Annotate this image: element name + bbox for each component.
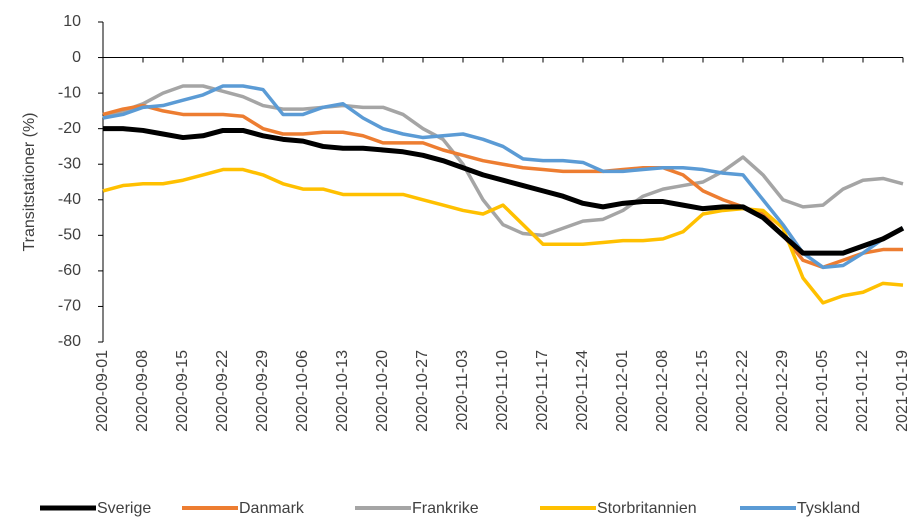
x-tick-label: 2020-11-03 bbox=[454, 350, 471, 431]
x-tick-label: 2020-12-29 bbox=[774, 350, 791, 432]
y-tick-label: -50 bbox=[58, 227, 81, 244]
legend-label: Frankrike bbox=[412, 500, 479, 517]
legend-label: Danmark bbox=[239, 500, 305, 517]
x-tick-label: 2020-09-08 bbox=[134, 350, 151, 432]
y-tick-label: -10 bbox=[58, 84, 81, 101]
x-tick-label: 2020-10-20 bbox=[374, 350, 391, 432]
x-tick-label: 2020-11-17 bbox=[534, 350, 551, 431]
line-series bbox=[103, 126, 905, 256]
x-tick-label: 2020-12-22 bbox=[734, 350, 751, 432]
x-tick-label: 2020-11-10 bbox=[494, 350, 511, 431]
y-tick-label: -80 bbox=[58, 333, 81, 350]
legend-label: Sverige bbox=[97, 500, 151, 517]
x-tick-label: 2020-09-22 bbox=[214, 350, 231, 432]
x-tick-label: 2020-09-15 bbox=[174, 350, 191, 432]
y-tick-label: -20 bbox=[58, 120, 81, 137]
x-tick-label: 2020-12-15 bbox=[694, 350, 711, 432]
line-series bbox=[102, 84, 904, 270]
legend-label: Storbritannien bbox=[597, 500, 697, 517]
x-tick-label: 2020-10-13 bbox=[334, 350, 351, 432]
line-series bbox=[102, 84, 904, 238]
y-tick-label: 10 bbox=[63, 13, 81, 30]
y-tick-label: 0 bbox=[72, 49, 81, 66]
y-tick-label: -60 bbox=[58, 262, 81, 279]
x-tick-label: 2020-09-29 bbox=[254, 350, 271, 432]
x-tick-label: 2020-10-27 bbox=[414, 350, 431, 432]
x-tick-label: 2021-01-12 bbox=[854, 350, 871, 432]
x-tick-label: 2020-11-24 bbox=[574, 350, 591, 431]
x-tick-label: 2020-10-06 bbox=[294, 350, 311, 432]
y-tick-label: -40 bbox=[58, 191, 81, 208]
line-series bbox=[102, 167, 904, 305]
x-tick-label: 2020-09-01 bbox=[94, 350, 111, 432]
legend-label: Tyskland bbox=[797, 500, 860, 517]
x-tick-label: 2020-12-01 bbox=[614, 350, 631, 432]
x-tick-label: 2020-12-08 bbox=[654, 350, 671, 432]
y-tick-label: -70 bbox=[58, 298, 81, 315]
y-tick-label: -30 bbox=[58, 155, 81, 172]
x-tick-label: 2021-01-19 bbox=[894, 350, 911, 432]
y-axis-label: Transitstationer (%) bbox=[21, 113, 38, 252]
x-tick-label: 2021-01-05 bbox=[814, 350, 831, 432]
